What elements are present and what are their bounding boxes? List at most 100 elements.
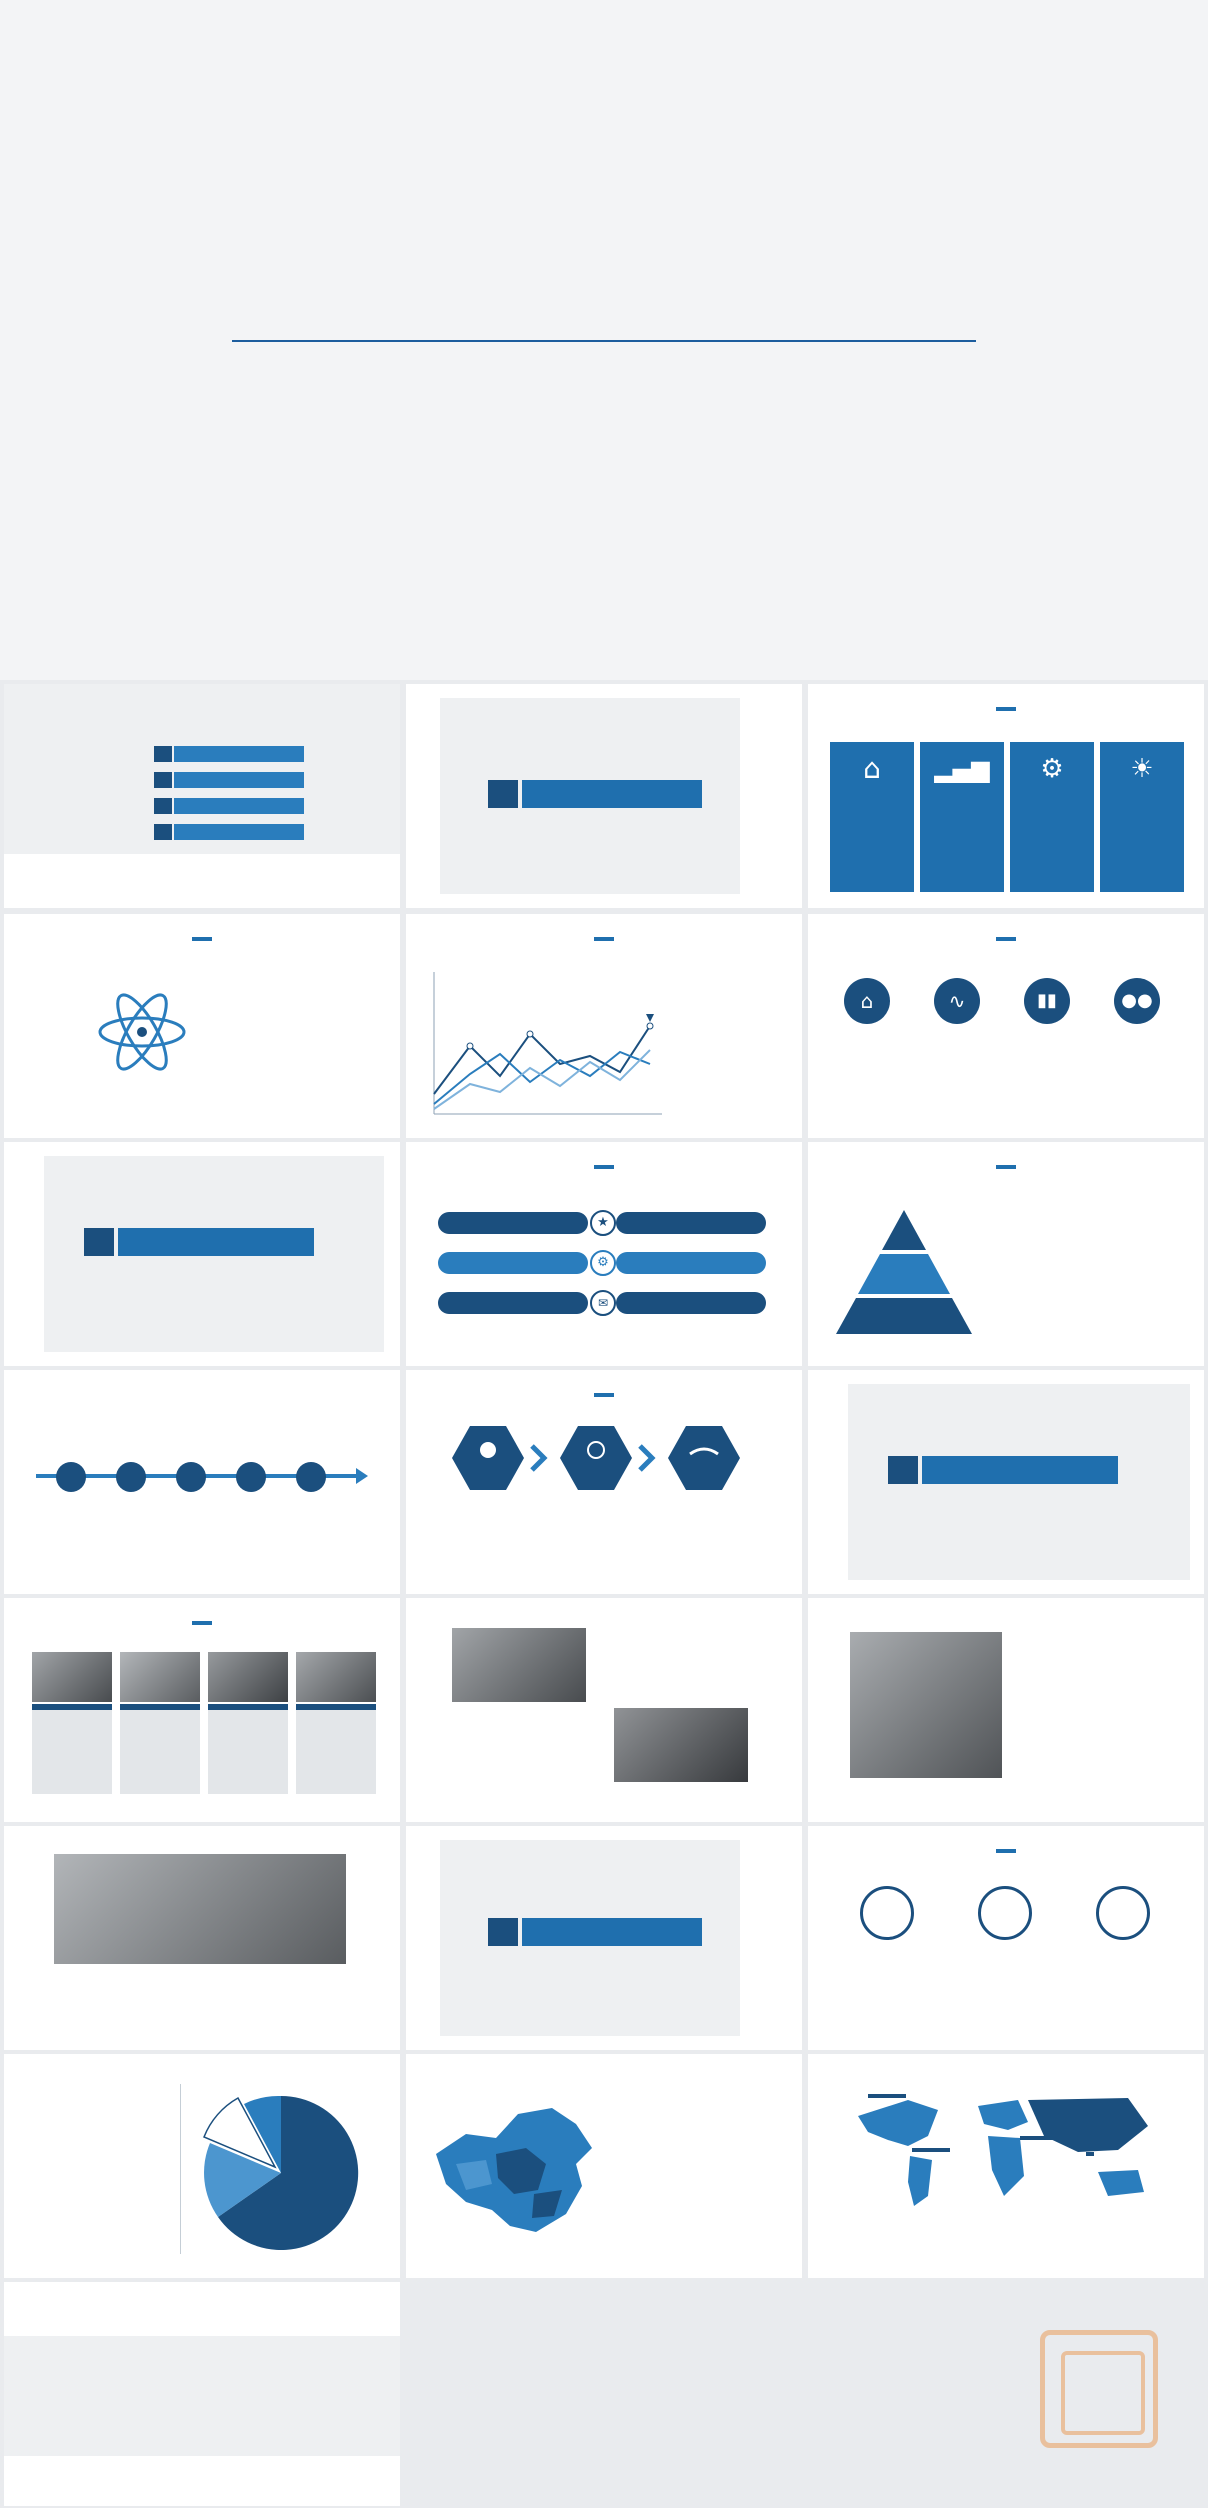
bar-chart-icon: ▮▮ xyxy=(1024,978,1070,1024)
atom-icon xyxy=(98,993,186,1071)
toc-item-number xyxy=(154,824,172,840)
bank-icon: ⌂ xyxy=(844,978,890,1024)
cover-slide xyxy=(0,0,1208,680)
slide-title xyxy=(808,1838,1204,1857)
slide-section-03[interactable] xyxy=(808,1370,1204,1594)
gears-icon: ⚙ xyxy=(1040,754,1064,784)
pill-right xyxy=(616,1252,766,1274)
feature-card[interactable]: ⚙ xyxy=(1010,742,1094,892)
photo-signing xyxy=(452,1628,586,1702)
slide-toc[interactable] xyxy=(4,684,400,908)
slide-china-map[interactable] xyxy=(406,2054,802,2278)
pill-right xyxy=(616,1292,766,1314)
photo-meeting xyxy=(208,1652,288,1702)
chat-icon: ✉ xyxy=(590,1290,616,1316)
toc-item-number xyxy=(154,772,172,788)
slide-two-photos[interactable] xyxy=(406,1598,802,1822)
slide-title xyxy=(808,1154,1204,1173)
timeline-node xyxy=(176,1462,206,1492)
slide-hexagon-process[interactable] xyxy=(406,1370,802,1594)
pyramid-diagram xyxy=(836,1210,972,1334)
section-number xyxy=(488,1918,518,1946)
feature-card[interactable]: ▂▄▆ xyxy=(920,742,1004,892)
slide-title xyxy=(808,696,1204,715)
network-icon: ∿ xyxy=(934,978,980,1024)
slide-title xyxy=(4,1610,400,1629)
map-callout xyxy=(912,2148,950,2152)
caption-title xyxy=(296,1704,376,1710)
slide-atom-diagram[interactable] xyxy=(4,914,400,1138)
caption-text xyxy=(296,1710,376,1716)
slide-section-02[interactable] xyxy=(4,1142,400,1366)
section-title xyxy=(118,1228,314,1256)
timeline-arrow xyxy=(356,1468,368,1484)
photo-desk xyxy=(296,1652,376,1702)
gear-icon: ⚙ xyxy=(590,1250,616,1276)
toc-item-label xyxy=(174,772,304,788)
slide-title xyxy=(808,926,1204,945)
slide-hands-photo[interactable] xyxy=(808,1598,1204,1822)
slide-world-map[interactable] xyxy=(808,2054,1204,2278)
toc-item-number xyxy=(154,798,172,814)
slide-timeline[interactable] xyxy=(4,1370,400,1594)
caption-box xyxy=(32,1704,112,1794)
timeline-node xyxy=(56,1462,86,1492)
line-chart xyxy=(433,972,662,1115)
section-number xyxy=(84,1228,114,1256)
star-icon: ★ xyxy=(590,1210,616,1236)
toc-item-label xyxy=(174,824,304,840)
slide-section-01[interactable] xyxy=(406,684,802,908)
feature-card[interactable]: ⌂ xyxy=(830,742,914,892)
timeline-node xyxy=(236,1462,266,1492)
hexagon-process xyxy=(452,1426,740,1490)
caption-box xyxy=(208,1704,288,1794)
pie-chart xyxy=(203,2095,359,2250)
lightbulb-icon: ☀ xyxy=(1130,754,1154,784)
caption-text xyxy=(208,1710,288,1716)
photo-laptop xyxy=(614,1708,748,1782)
slide-title xyxy=(406,1382,802,1401)
caption-text xyxy=(120,1710,200,1716)
slide-pill-list[interactable]: ★ ⚙ ✉ xyxy=(406,1142,802,1366)
mosaic-bottom xyxy=(0,470,1208,680)
photo-business-team xyxy=(54,1854,346,1964)
thanks-panel xyxy=(4,2336,400,2456)
section-title xyxy=(522,1918,702,1946)
feature-card[interactable]: ☀ xyxy=(1100,742,1184,892)
mosaic-top xyxy=(0,0,1208,180)
slide-section-04[interactable] xyxy=(406,1826,802,2050)
slide-thanks[interactable] xyxy=(4,2282,400,2506)
slide-rings[interactable] xyxy=(808,1826,1204,2050)
caption-box xyxy=(120,1704,200,1794)
caption-text xyxy=(32,1710,112,1716)
caption-title xyxy=(208,1704,288,1710)
caption-title xyxy=(120,1704,200,1710)
timeline-node xyxy=(116,1462,146,1492)
slide-line-chart[interactable] xyxy=(406,914,802,1138)
section-number xyxy=(488,780,518,808)
pill-left xyxy=(438,1252,588,1274)
home-icon: ⌂ xyxy=(863,752,881,785)
slide-pyramid[interactable] xyxy=(808,1142,1204,1366)
caption-title xyxy=(32,1704,112,1710)
slide-icon-circles[interactable]: ⌂ ∿ ▮▮ ●● xyxy=(808,914,1204,1138)
slide-photo-cards[interactable] xyxy=(4,1598,400,1822)
caption-box xyxy=(296,1704,376,1794)
map-callout xyxy=(1074,2110,1082,2114)
slide-team-photo[interactable] xyxy=(4,1826,400,2050)
map-callout xyxy=(868,2094,906,2098)
slide-pie[interactable] xyxy=(4,2054,400,2278)
china-map xyxy=(436,2108,592,2232)
slide-title xyxy=(406,926,802,945)
section-title xyxy=(922,1456,1118,1484)
toc-item-label xyxy=(174,798,304,814)
photo-papers xyxy=(120,1652,200,1702)
bar-chart-icon: ▂▄▆ xyxy=(934,755,990,783)
ring-50 xyxy=(978,1886,1032,1940)
toc-item-number xyxy=(154,746,172,762)
slide-icon-cards[interactable]: ⌂ ▂▄▆ ⚙ ☀ xyxy=(808,684,1204,908)
photo-hands xyxy=(32,1652,112,1702)
pill-left xyxy=(438,1292,588,1314)
map-callout xyxy=(1086,2152,1094,2156)
